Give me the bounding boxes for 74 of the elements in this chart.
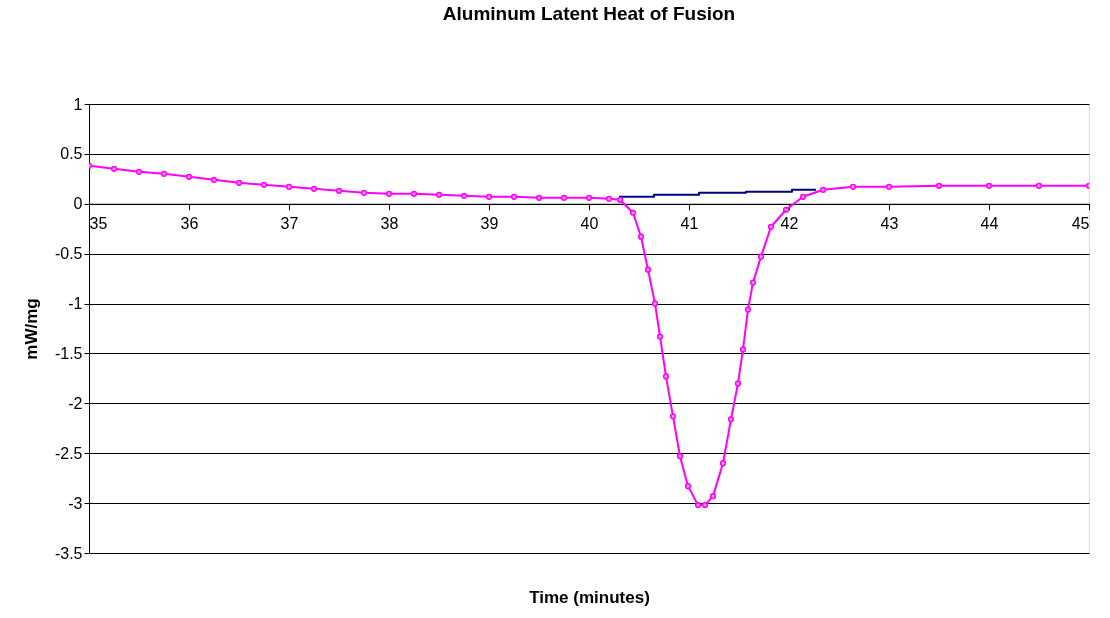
point xyxy=(385,190,393,197)
point xyxy=(849,183,857,190)
x-tick-label: 39 xyxy=(480,215,499,233)
x-tick-label: 37 xyxy=(280,215,299,233)
y-tick-label: -3.5 xyxy=(54,544,83,562)
x-tick-label: 41 xyxy=(680,215,699,233)
point xyxy=(510,193,518,200)
y-tick-label: -1 xyxy=(68,295,83,313)
point xyxy=(656,333,664,340)
y-tick-label: -0.5 xyxy=(54,245,83,263)
point xyxy=(460,192,468,199)
point xyxy=(585,194,593,201)
point xyxy=(727,416,735,423)
point xyxy=(799,193,807,200)
point xyxy=(885,183,893,190)
x-tick-label: 42 xyxy=(780,215,799,233)
x-tick-label: 45 xyxy=(1071,215,1090,233)
x-tick-label: 35 xyxy=(89,215,108,233)
point xyxy=(694,502,702,509)
point xyxy=(782,206,790,213)
point xyxy=(616,196,624,203)
x-tick-label: 44 xyxy=(980,215,999,233)
point xyxy=(637,233,645,240)
x-tick-label: 43 xyxy=(880,215,899,233)
point xyxy=(110,165,118,172)
point xyxy=(757,253,765,260)
point xyxy=(310,185,318,192)
point xyxy=(767,223,775,230)
point xyxy=(560,194,568,201)
y-tick-label: -3 xyxy=(68,494,83,512)
x-tick-label: 36 xyxy=(180,215,199,233)
y-tick-label: 0.5 xyxy=(60,145,83,163)
point xyxy=(739,346,747,353)
point xyxy=(744,306,752,313)
point xyxy=(605,195,613,202)
point xyxy=(535,194,543,201)
point xyxy=(676,453,684,460)
point xyxy=(684,483,692,490)
point xyxy=(644,266,652,273)
point xyxy=(160,170,168,177)
point xyxy=(135,168,143,175)
point xyxy=(435,191,443,198)
x-tick-label: 40 xyxy=(580,215,599,233)
point xyxy=(935,182,943,189)
point xyxy=(662,373,670,380)
point xyxy=(719,460,727,467)
point xyxy=(701,502,709,509)
point xyxy=(734,380,742,387)
point xyxy=(285,183,293,190)
point xyxy=(485,193,493,200)
point xyxy=(185,173,193,180)
point xyxy=(749,279,757,286)
y-tick-label: 1 xyxy=(73,95,83,113)
chart-title: Aluminum Latent Heat of Fusion xyxy=(442,3,736,24)
y-tick-label: -1.5 xyxy=(54,344,83,362)
y-tick-label: 0 xyxy=(73,195,83,213)
point xyxy=(985,182,993,189)
x-tick-label: 38 xyxy=(380,215,399,233)
y-tick-label: -2.5 xyxy=(54,444,83,462)
y-axis-title: mW/mg xyxy=(21,298,41,360)
point xyxy=(669,413,677,420)
point xyxy=(335,187,343,194)
point xyxy=(1035,182,1043,189)
point xyxy=(410,190,418,197)
point xyxy=(819,186,827,193)
x-axis-title: Time (minutes) xyxy=(529,587,650,607)
point xyxy=(651,300,659,307)
point xyxy=(210,176,218,183)
point xyxy=(629,209,637,216)
point xyxy=(260,181,268,188)
y-tick-label: -2 xyxy=(68,394,83,412)
point xyxy=(235,179,243,186)
point xyxy=(360,189,368,196)
point xyxy=(709,493,717,500)
